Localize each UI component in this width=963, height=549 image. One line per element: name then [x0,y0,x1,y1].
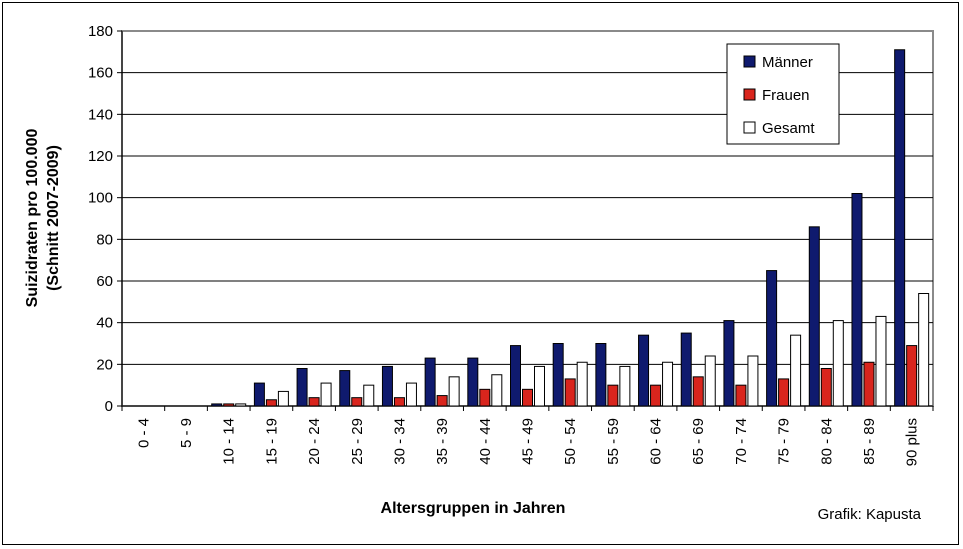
bar-gesamt [491,374,503,407]
x-tick-label: 70 - 74 [733,418,750,465]
x-tick-label: 50 - 54 [562,418,579,465]
bar-mnner [552,343,564,407]
legend-label: Frauen [762,87,810,104]
bar-frauen [820,368,832,407]
bar-frauen [479,388,491,407]
y-tick-label: 180 [88,23,113,40]
bar-gesamt [704,355,716,407]
x-tick-label: 40 - 44 [477,418,494,465]
bar-mnner [723,320,735,407]
x-tick-label: 25 - 29 [349,418,366,465]
y-tick-label: 40 [96,315,113,332]
bar-frauen [650,384,662,407]
bar-gesamt [320,382,332,407]
bar-frauen [692,376,704,407]
bar-mnner [467,357,479,407]
bar-frauen [863,361,875,407]
x-tick-label: 75 - 79 [776,418,793,465]
legend-label: Männer [762,54,813,71]
legend-swatch [743,55,756,68]
x-tick-label: 35 - 39 [434,418,451,465]
y-tick-label: 20 [96,356,113,373]
x-axis-title: Altersgruppen in Jahren [381,500,566,517]
x-tick-label: 5 - 9 [178,418,195,448]
bar-gesamt [875,315,887,407]
bar-mnner [253,382,265,407]
bar-gesamt [619,365,631,407]
x-tick-label: 20 - 24 [306,418,323,465]
y-axis-title: (Schnitt 2007-2009) [45,145,62,291]
bar-gesamt [747,355,759,407]
y-axis-title: Suizidraten pro 100.000 [24,129,41,308]
chart-credit: Grafik: Kapusta [817,506,921,523]
x-tick-label: 45 - 49 [520,418,537,465]
bar-mnner [339,370,351,407]
bar-mnner [595,343,607,407]
bar-frauen [393,397,405,407]
bar-mnner [510,345,521,407]
bar-gesamt [235,403,247,407]
bar-gesamt [662,361,674,407]
bar-mnner [766,270,778,407]
bar-mnner [638,334,650,407]
x-tick-label: 80 - 84 [818,418,835,465]
x-tick-label: 10 - 14 [221,418,238,465]
bar-gesamt [576,361,588,407]
bar-mnner [851,193,863,407]
bar-gesamt [448,376,460,407]
bar-gesamt [277,390,289,407]
x-tick-label: 15 - 19 [263,418,280,465]
y-tick-label: 120 [88,148,113,165]
bar-mnner [808,226,820,407]
bar-mnner [211,403,223,407]
bar-gesamt [405,382,417,407]
bar-frauen [436,395,448,407]
bar-mnner [680,332,692,407]
bar-mnner [894,49,906,407]
bar-gesamt [918,293,930,407]
y-tick-label: 0 [105,398,113,415]
legend-swatch [743,121,756,134]
bar-frauen [351,397,363,407]
bar-mnner [424,357,436,407]
bar-frauen [778,378,790,407]
bar-mnner [381,365,393,407]
bar-frauen [906,345,918,407]
bar-gesamt [832,320,844,407]
x-tick-label: 85 - 89 [861,418,878,465]
x-tick-label: 0 - 4 [135,418,152,448]
bar-frauen [265,399,277,407]
x-tick-label: 30 - 34 [391,418,408,465]
legend: Männer Frauen Gesamt [726,43,840,145]
y-tick-label: 100 [88,190,113,207]
y-tick-label: 140 [88,106,113,123]
x-tick-label: 55 - 59 [605,418,622,465]
x-tick-label: 90 plus [904,418,921,466]
bar-frauen [607,384,619,407]
y-tick-label: 160 [88,65,113,82]
legend-label: Gesamt [762,120,815,137]
bar-mnner [296,368,308,407]
legend-swatch [743,88,756,101]
x-tick-label: 60 - 64 [648,418,665,465]
y-tick-label: 80 [96,231,113,248]
bar-frauen [308,397,320,407]
bar-frauen [735,384,747,407]
bar-frauen [522,388,533,407]
bar-gesamt [363,384,375,407]
x-tick-label: 65 - 69 [690,418,707,465]
y-tick-label: 60 [96,273,113,290]
bar-frauen [223,403,235,407]
bar-gesamt [534,365,545,407]
bar-frauen [564,378,576,407]
bar-gesamt [790,334,802,407]
